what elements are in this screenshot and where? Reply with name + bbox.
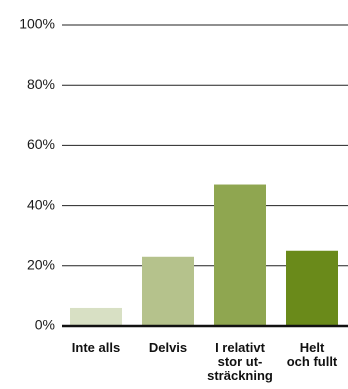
category-labels: Inte alls Delvis I relativt stor ut-sträckn… [72, 340, 338, 383]
x-tick-label-line: Delvis [149, 340, 187, 355]
x-tick-label-line: stor ut- [218, 354, 263, 369]
y-tick-label: 20% [27, 257, 55, 273]
x-tick-label: Helt och fullt [287, 340, 338, 369]
x-tick-label: Delvis [149, 340, 187, 355]
x-tick-label-line: sträckning [207, 368, 273, 383]
x-tick-label-line: Helt [300, 340, 325, 355]
gridlines [62, 24, 348, 267]
y-tick-label: 60% [27, 136, 55, 152]
bar [142, 256, 194, 326]
y-tick-label: 0% [35, 317, 55, 333]
y-tick-label: 40% [27, 196, 55, 212]
x-tick-label-line: och fullt [287, 354, 338, 369]
x-tick-label: Inte alls [72, 340, 120, 355]
x-tick-label-line: I relativt [215, 340, 266, 355]
x-tick-label-line: Inte alls [72, 340, 120, 355]
bars [70, 184, 338, 326]
bar [70, 307, 122, 326]
bar [214, 184, 266, 326]
y-tick-label: 100% [19, 16, 55, 32]
axes: 0% 20% 40% 60% 80% 100% [19, 16, 348, 333]
y-tick-label: 80% [27, 76, 55, 92]
x-tick-label: I relativt stor ut-sträckning [207, 340, 273, 383]
bar [286, 250, 338, 326]
